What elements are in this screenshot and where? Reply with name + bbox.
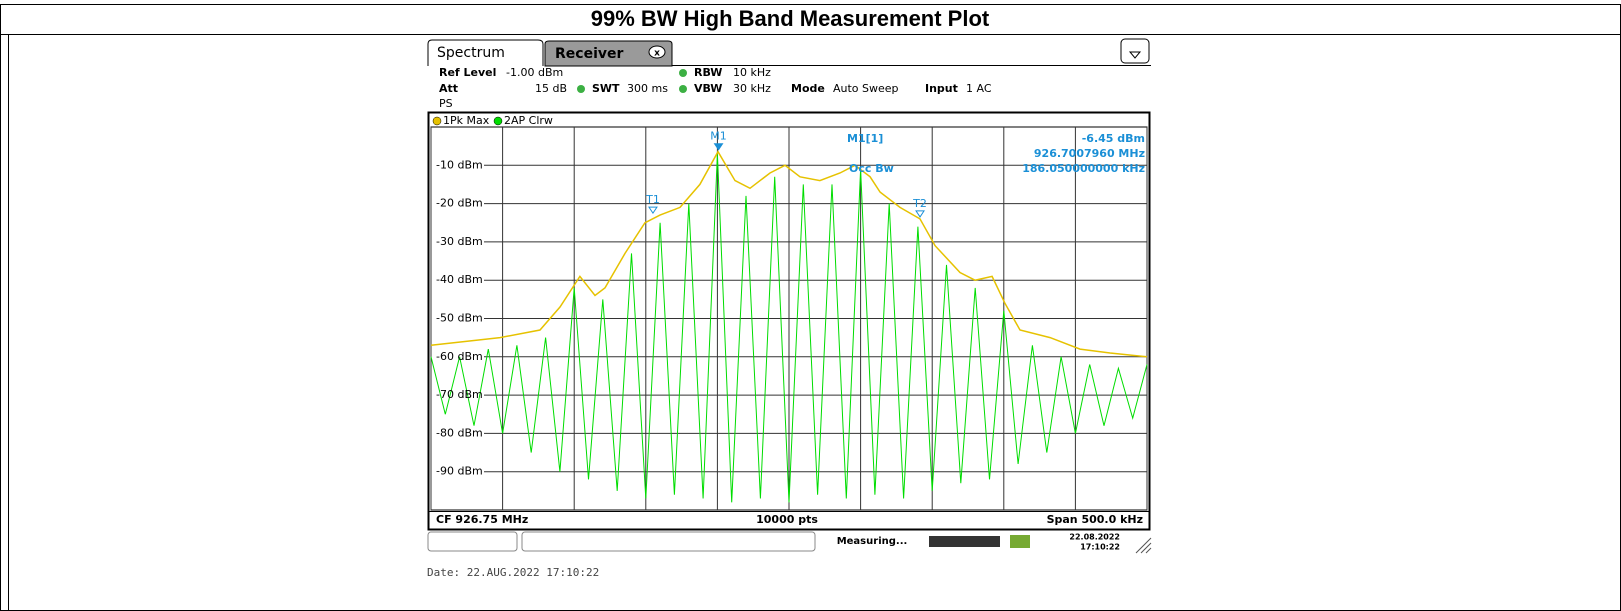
marker-readout-level: -6.45 dBm (1082, 132, 1145, 145)
indicator (679, 85, 687, 93)
indicator (679, 69, 687, 77)
indicator (577, 85, 585, 93)
legend-swatch (432, 116, 442, 126)
resize-grip (1135, 537, 1152, 554)
y-tick-label: -20 dBm (436, 197, 483, 210)
setting-value: -1.00 dBm (506, 66, 563, 79)
y-tick-label: -70 dBm (436, 388, 483, 401)
trace (430, 153, 1148, 503)
marker-label: T1 (645, 193, 660, 206)
plot: -10 dBm -20 dBm -30 dBm -40 dBm -50 dBm -60 d… (430, 127, 1148, 510)
tab-spectrum[interactable] (427, 39, 544, 66)
setting-value: 15 dB (535, 82, 567, 95)
tab-receiver[interactable] (544, 40, 673, 67)
footer-span: Span 500.0 kHz (1047, 513, 1143, 526)
footer-cf: CF 926.75 MHz (436, 513, 528, 526)
legend-entry: 1Pk Max (443, 114, 490, 127)
marker-readout-frequency: 926.7007960 MHz (1034, 147, 1145, 160)
status-measuring: Measuring... (837, 536, 908, 547)
y-tick-label: -10 dBm (436, 158, 483, 171)
status-date: 22.08.2022 (1069, 533, 1120, 542)
status-field (521, 531, 816, 552)
tab-label: Spectrum (437, 45, 505, 61)
page-title: 99% BW High Band Measurement Plot (591, 6, 990, 31)
marker-label: M1 (710, 130, 727, 143)
setting-label: Ref Level (439, 66, 496, 79)
setting-label: VBW (694, 82, 722, 95)
marker-label: T2 (912, 197, 927, 210)
setting-label: PS (439, 97, 453, 110)
setting-value: 10 kHz (733, 66, 771, 79)
setting-value: 1 AC (966, 82, 992, 95)
status-field (427, 531, 518, 552)
setting-label: Att (439, 82, 458, 95)
setting-value: 30 kHz (733, 82, 771, 95)
setting-value: Auto Sweep (833, 82, 899, 95)
setting-label: RBW (694, 66, 722, 79)
date-line: Date: 22.AUG.2022 17:10:22 (427, 566, 599, 579)
legend-swatch (493, 116, 503, 126)
setting-label: Input (925, 82, 958, 95)
footer-points: 10000 pts (756, 513, 818, 526)
y-tick-label: -30 dBm (436, 235, 483, 248)
setting-label: SWT (592, 82, 620, 95)
occ-bw-label: Occ Bw (849, 162, 894, 175)
close-icon: x (654, 49, 660, 59)
marker (648, 206, 658, 214)
legend-entry: 2AP Clrw (504, 114, 553, 127)
marker (713, 143, 724, 151)
y-tick-label: -80 dBm (436, 426, 483, 439)
menu-icon (1128, 51, 1142, 59)
menu-button[interactable] (1120, 38, 1150, 64)
status-icon (1010, 535, 1030, 548)
setting-label: Mode (791, 82, 825, 95)
y-tick-label: -90 dBm (436, 465, 483, 478)
y-tick-label: -50 dBm (436, 312, 483, 325)
marker-readout-label: M1[1] (847, 132, 883, 145)
occ-bw-value: 186.050000000 kHz (1022, 162, 1145, 175)
y-tick-label: -60 dBm (436, 350, 483, 363)
y-tick-label: -40 dBm (436, 273, 483, 286)
status-time: 17:10:22 (1080, 543, 1120, 552)
trace (430, 150, 1148, 358)
tab-label: Receiver (555, 46, 623, 62)
marker (915, 210, 925, 218)
tab-close[interactable] (648, 45, 666, 59)
setting-value: 300 ms (627, 82, 668, 95)
progress-bar (929, 536, 1000, 547)
